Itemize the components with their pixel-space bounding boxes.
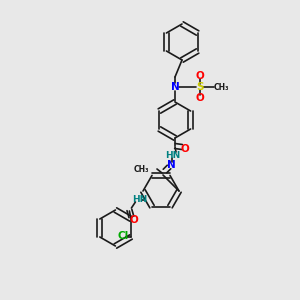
Text: S: S [196,82,204,92]
Text: CH₃: CH₃ [214,82,230,91]
Text: CH₃: CH₃ [134,164,149,173]
Text: HN: HN [165,151,181,160]
Text: Cl: Cl [118,231,129,241]
Text: N: N [167,160,176,170]
Text: O: O [181,144,189,154]
Text: N: N [171,82,179,92]
Text: HN: HN [132,196,147,205]
Text: O: O [196,93,204,103]
Text: O: O [196,71,204,81]
Text: O: O [129,215,138,225]
